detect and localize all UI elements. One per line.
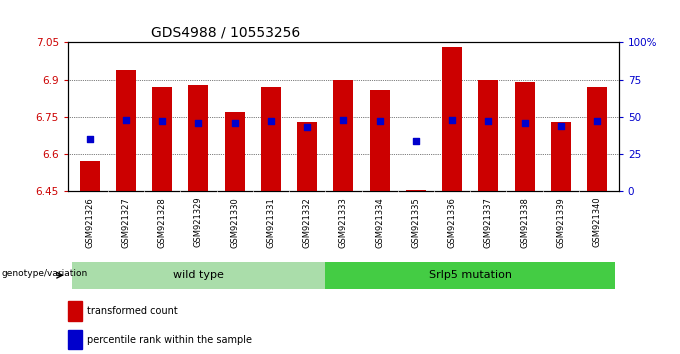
Bar (297, 122, 317, 191)
Point (447, 117, 458, 122)
Text: GSM921328: GSM921328 (158, 197, 167, 247)
Text: Srlp5 mutation: Srlp5 mutation (428, 270, 512, 280)
Bar (116, 70, 136, 191)
Point (157, 119, 168, 124)
Text: GSM921333: GSM921333 (339, 197, 348, 248)
Text: GSM921332: GSM921332 (303, 197, 311, 247)
Bar (68, 301, 82, 321)
Bar (80, 161, 100, 191)
Point (84, 136, 95, 142)
Bar (370, 90, 390, 191)
Point (374, 119, 385, 124)
Bar (515, 82, 534, 191)
Bar (188, 85, 208, 191)
Text: GSM921334: GSM921334 (375, 197, 384, 247)
Text: GSM921331: GSM921331 (267, 197, 275, 247)
Text: GSM921327: GSM921327 (122, 197, 131, 247)
Point (338, 117, 349, 122)
Bar (587, 87, 607, 191)
Text: percentile rank within the sample: percentile rank within the sample (87, 335, 252, 345)
Bar (261, 87, 281, 191)
Bar (442, 47, 462, 191)
Bar (224, 112, 245, 191)
Point (302, 124, 313, 130)
Bar (551, 122, 571, 191)
Text: transformed count: transformed count (87, 307, 178, 316)
Text: GSM921340: GSM921340 (592, 197, 602, 247)
Point (193, 120, 204, 126)
Point (519, 120, 530, 126)
Point (411, 138, 422, 143)
Bar (325, 262, 615, 289)
Text: GSM921337: GSM921337 (484, 197, 493, 248)
Point (265, 119, 276, 124)
Text: genotype/variation: genotype/variation (1, 269, 88, 278)
Text: GSM921336: GSM921336 (447, 197, 456, 248)
Text: wild type: wild type (173, 270, 224, 280)
Bar (68, 330, 82, 349)
Text: GSM921338: GSM921338 (520, 197, 529, 248)
Text: GSM921326: GSM921326 (85, 197, 95, 247)
Text: GSM921330: GSM921330 (231, 197, 239, 247)
Point (556, 123, 566, 129)
Bar (333, 80, 354, 191)
Text: GDS4988 / 10553256: GDS4988 / 10553256 (151, 26, 300, 40)
Point (483, 119, 494, 124)
Text: GSM921335: GSM921335 (411, 197, 420, 247)
Bar (152, 87, 172, 191)
Text: GSM921339: GSM921339 (556, 197, 565, 247)
Bar (71, 262, 325, 289)
Bar (479, 80, 498, 191)
Bar (406, 190, 426, 191)
Point (120, 117, 131, 122)
Point (229, 120, 240, 126)
Point (592, 119, 602, 124)
Text: GSM921329: GSM921329 (194, 197, 203, 247)
